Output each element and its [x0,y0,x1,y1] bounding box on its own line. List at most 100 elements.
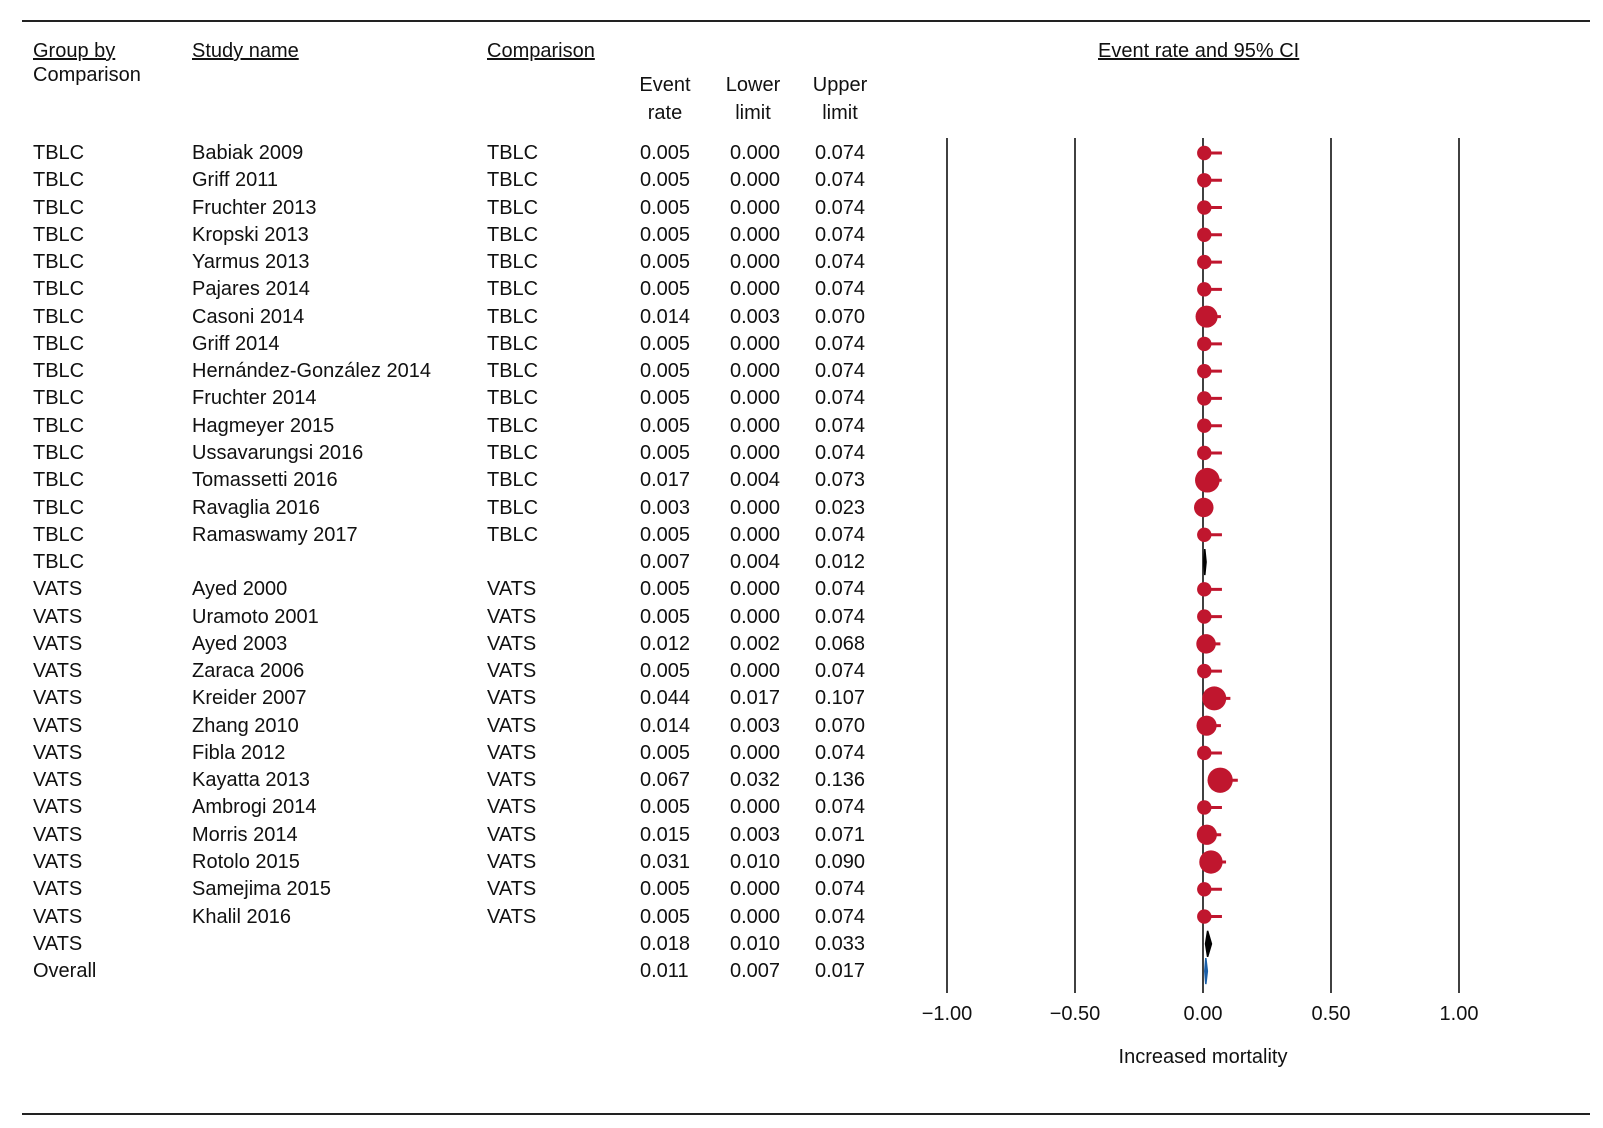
cell-group: VATS [33,823,83,846]
cell-lo: 0.000 [730,387,781,410]
table-row: VATS Morris 2014 VATS 0.015 0.003 0.071 [0,821,940,849]
cell-study: Tomassetti 2016 [192,469,338,492]
point-estimate [1196,634,1216,654]
cell-er: 0.005 [640,796,691,819]
cell-study: Griff 2011 [192,169,278,192]
cell-study: Ravaglia 2016 [192,496,320,519]
cell-study: Fibla 2012 [192,741,286,764]
cell-comparison: TBLC [487,523,539,546]
cell-up: 0.074 [815,414,866,437]
point-estimate [1197,145,1212,161]
table-row: VATS Zaraca 2006 VATS 0.005 0.000 0.074 [0,657,940,685]
point-estimate [1197,254,1212,270]
cell-er: 0.005 [640,332,691,355]
cell-study: Pajares 2014 [192,278,310,301]
cell-comparison: VATS [487,823,537,846]
cell-comparison: VATS [487,714,537,737]
table-row: VATS Ambrogi 2014 VATS 0.005 0.000 0.074 [0,793,940,821]
point-estimate [1199,850,1223,874]
cell-lo: 0.000 [730,796,781,819]
table-row: VATS Uramoto 2001 VATS 0.005 0.000 0.074 [0,603,940,631]
cell-up: 0.074 [815,878,866,901]
point-estimate [1197,227,1212,243]
cell-study: Rotolo 2015 [192,851,300,874]
table-row: VATS Ayed 2003 VATS 0.012 0.002 0.068 [0,630,940,658]
cell-up: 0.074 [815,223,866,246]
cell-group: TBLC [33,387,85,410]
point-estimate [1197,800,1212,815]
cell-er: 0.005 [640,741,691,764]
cell-study: Casoni 2014 [192,305,305,328]
header-lower-1: Lower [725,74,781,96]
x-tick-label: 0.00 [1184,1003,1223,1025]
cell-group: TBLC [33,496,85,519]
point-estimate [1195,467,1220,493]
point-estimate [1197,418,1212,433]
overall-diamond [1204,958,1209,985]
cell-lo: 0.000 [730,741,781,764]
point-estimate [1197,582,1212,597]
cell-group: VATS [33,851,83,874]
cell-up: 0.074 [815,741,866,764]
cell-study: Yarmus 2013 [192,251,310,274]
cell-study: Ramaswamy 2017 [192,523,358,546]
table-row: TBLC Yarmus 2013 TBLC 0.005 0.000 0.074 [0,248,940,276]
point-estimate [1197,663,1212,679]
cell-group: TBLC [33,551,85,574]
cell-comparison: TBLC [487,223,539,246]
header-upper-2: limit [822,102,858,124]
cell-er: 0.012 [640,632,691,655]
cell-group: TBLC [33,305,85,328]
cell-study: Hagmeyer 2015 [192,414,335,437]
cell-er: 0.007 [640,551,691,574]
subgroup-diamond [1204,930,1213,958]
point-estimate [1197,363,1212,379]
table-row: TBLC Ravaglia 2016 TBLC 0.003 0.000 0.023 [0,494,940,522]
cell-up: 0.074 [815,251,866,274]
table-row: VATS Kreider 2007 VATS 0.044 0.017 0.107 [0,684,940,712]
cell-study: Kropski 2013 [192,223,309,246]
point-estimate [1197,445,1212,461]
cell-up: 0.023 [815,496,866,519]
cell-comparison: VATS [487,796,537,819]
cell-group: TBLC [33,469,85,492]
cell-er: 0.005 [640,251,691,274]
cell-group: VATS [33,741,83,764]
cell-comparison: VATS [487,605,537,628]
cell-up: 0.074 [815,169,866,192]
cell-group: TBLC [33,414,85,437]
bottom-rule [22,1113,1590,1115]
cell-group: VATS [33,578,83,601]
cell-study: Uramoto 2001 [192,605,319,628]
cell-up: 0.074 [815,796,866,819]
point-estimate [1197,527,1212,542]
cell-lo: 0.007 [730,960,781,983]
cell-group: TBLC [33,142,85,164]
point-estimate [1207,767,1233,793]
table-row: TBLC Casoni 2014 TBLC 0.014 0.003 0.070 [0,303,940,331]
cell-comparison: TBLC [487,441,539,464]
cell-group: TBLC [33,223,85,246]
cell-comparison: TBLC [487,196,539,219]
cell-group: VATS [33,932,83,955]
cell-er: 0.044 [640,687,691,710]
cell-group: TBLC [33,251,85,274]
point-estimate [1194,497,1214,518]
table-row: VATS Samejima 2015 VATS 0.005 0.000 0.074 [0,875,940,903]
cell-group: VATS [33,796,83,819]
cell-up: 0.074 [815,660,866,683]
cell-group: TBLC [33,360,85,383]
cell-lo: 0.000 [730,360,781,383]
point-estimate [1197,609,1212,624]
point-estimate [1197,882,1212,897]
cell-study: Zaraca 2006 [192,660,305,683]
cell-lo: 0.000 [730,905,781,928]
cell-comparison: TBLC [487,496,539,519]
cell-er: 0.018 [640,932,691,955]
point-estimate [1196,715,1217,736]
cell-group: Overall [33,960,97,983]
cell-lo: 0.000 [730,496,781,519]
table-rows: TBLC Babiak 2009 TBLC 0.005 0.000 0.074 TBLC Gr… [0,142,940,983]
table-row: VATS Khalil 2016 VATS 0.005 0.000 0.074 [0,903,940,931]
x-tick-label: 0.50 [1312,1003,1351,1025]
